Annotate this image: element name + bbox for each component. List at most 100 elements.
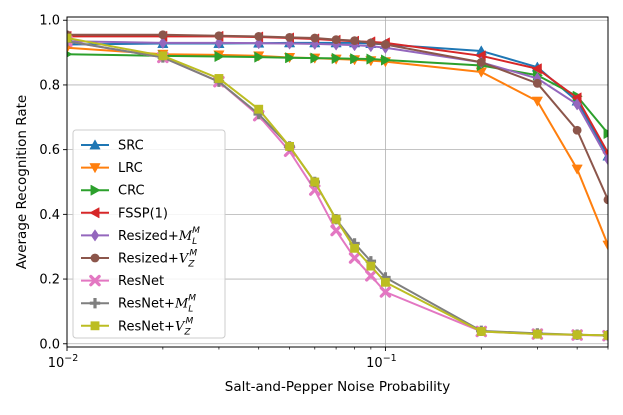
legend-label: LRC	[118, 161, 143, 176]
data-point	[285, 52, 296, 64]
data-point	[476, 57, 486, 67]
data-point	[331, 214, 341, 224]
data-point	[285, 141, 294, 151]
legend-item: CRC	[81, 184, 145, 199]
data-point	[348, 252, 361, 264]
data-point	[602, 240, 608, 251]
legend-label: FSSP(1)	[118, 206, 168, 221]
data-point	[603, 195, 608, 205]
y-tick-label: 0.4	[39, 208, 60, 223]
series-resnet-v-z-m	[67, 33, 608, 340]
data-point	[366, 53, 377, 65]
x-tick-label: 10−2	[48, 353, 79, 371]
y-tick-label: 0.8	[39, 78, 60, 93]
legend-marker	[89, 163, 101, 174]
data-point	[379, 286, 392, 298]
data-point	[158, 51, 168, 61]
data-point	[310, 52, 321, 64]
data-point	[366, 38, 376, 48]
series-layer	[67, 30, 608, 342]
series-line	[67, 53, 608, 135]
x-axis-title: Salt-and-Pepper Noise Probability	[225, 379, 450, 395]
legend-box	[72, 129, 226, 339]
data-point	[572, 330, 582, 340]
data-point	[214, 36, 224, 50]
legend-marker	[90, 229, 100, 242]
data-point	[158, 30, 168, 40]
legend-label: CRC	[118, 184, 145, 199]
legend-item: SRC	[81, 139, 144, 154]
legend-item: ResNet	[81, 274, 164, 289]
legend-marker	[89, 207, 100, 219]
y-axis-title: Average Recognition Rate	[14, 95, 30, 269]
data-point	[310, 33, 320, 43]
data-point	[254, 37, 263, 50]
data-point	[331, 52, 342, 65]
data-point	[67, 51, 73, 58]
legend-item: Resized+MLM	[81, 226, 200, 247]
legend-label: Resized+VZM	[118, 249, 197, 270]
data-point	[350, 53, 361, 65]
legend-item: ResNet+MLM	[81, 294, 196, 315]
data-point	[214, 50, 225, 63]
data-point	[531, 96, 543, 107]
legend-marker	[89, 139, 101, 150]
data-point	[531, 63, 542, 75]
series-line	[67, 33, 608, 201]
data-point	[603, 153, 608, 166]
data-point	[572, 98, 582, 111]
x-tick-label: 10−1	[366, 353, 397, 371]
legend-marker	[89, 274, 101, 287]
data-point	[285, 37, 294, 50]
y-tick-label: 0.2	[39, 273, 60, 288]
y-tick-label: 0.0	[39, 337, 60, 352]
data-point	[254, 104, 264, 114]
data-point	[381, 54, 392, 66]
legend-label: Resized+MLM	[118, 226, 200, 247]
series-crc	[67, 50, 608, 140]
data-point	[365, 270, 377, 282]
legend-label: ResNet+MLM	[118, 294, 196, 315]
data-point	[532, 78, 542, 88]
series-line	[67, 40, 608, 160]
data-point	[158, 36, 168, 50]
data-point	[350, 36, 359, 46]
data-point	[381, 40, 390, 49]
data-point	[571, 164, 583, 175]
legend-item: LRC	[81, 161, 143, 176]
legend-item: ResNet+VZM	[81, 316, 194, 337]
data-point	[67, 33, 72, 43]
plot-frame	[66, 16, 609, 348]
legend-marker	[90, 184, 101, 196]
data-point	[254, 51, 265, 63]
series-resized-v-z-m	[67, 30, 608, 205]
data-point	[214, 31, 224, 41]
data-point	[381, 277, 390, 287]
legend-item: FSSP(1)	[81, 206, 168, 221]
axis-ticks: 0.0 0.2 0.4 0.6 0.8 1.0 10−2 10−1	[39, 14, 609, 371]
legend-marker	[90, 321, 100, 331]
data-point	[285, 32, 294, 42]
data-point	[350, 243, 359, 253]
data-point	[476, 327, 486, 336]
data-point	[331, 35, 341, 45]
legend-item: Resized+VZM	[81, 249, 197, 270]
y-tick-label: 1.0	[39, 14, 60, 29]
legend-label: ResNet	[118, 274, 164, 289]
data-point	[330, 224, 342, 237]
legend-label: ResNet+VZM	[118, 316, 194, 337]
legend-marker	[89, 298, 101, 309]
data-point	[603, 127, 608, 140]
data-point	[214, 74, 224, 83]
data-point	[254, 31, 264, 41]
data-point	[603, 330, 608, 340]
data-point	[310, 177, 320, 187]
data-point	[366, 261, 376, 271]
data-point	[572, 125, 582, 135]
y-tick-label: 0.6	[39, 143, 60, 158]
data-point	[532, 329, 542, 339]
legend-marker	[90, 253, 100, 263]
legend-label: SRC	[118, 139, 144, 154]
